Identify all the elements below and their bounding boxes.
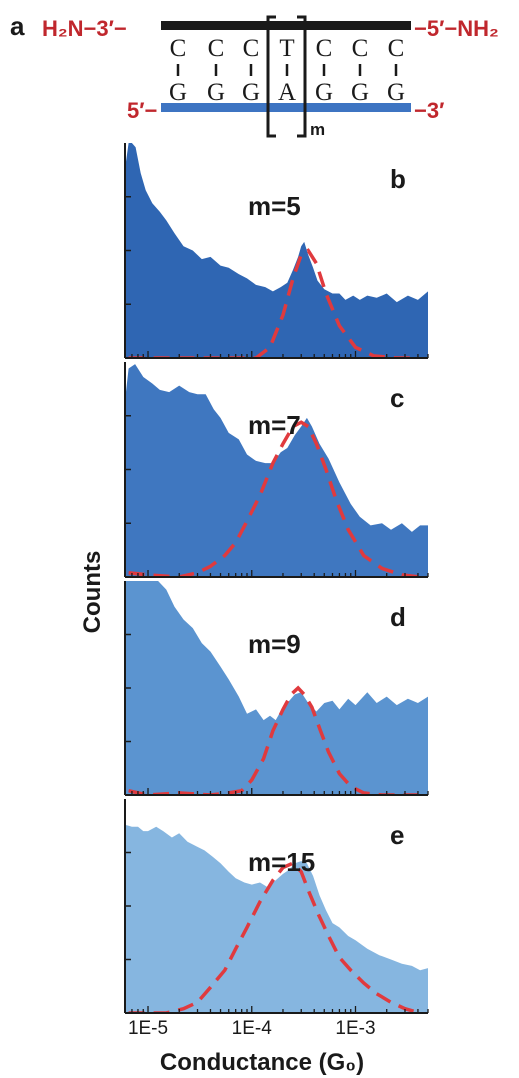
x-tick-label: 1E-4 (232, 1018, 273, 1039)
bottom-strand (161, 103, 411, 112)
bottom-left-end-label: 5′− (127, 98, 157, 123)
bottom-base: G (351, 79, 369, 106)
panel-label-c: c (390, 383, 404, 413)
panel-c: m=7 c (124, 362, 429, 578)
panel-b: m=5 b (124, 143, 429, 359)
bottom-base: G (387, 79, 405, 106)
x-tick-label: 1E-3 (335, 1018, 375, 1039)
top-strand (161, 21, 411, 30)
bottom-base: G (242, 79, 260, 106)
top-base: T (279, 35, 294, 62)
repeat-count-label: m=15 (248, 847, 315, 877)
repeat-count-label: m=7 (248, 410, 301, 440)
dna-schematic: a H₂N−3′− −5′−NH₂ 5′− −3′ CGCGCGTACGCGCG… (10, 11, 499, 139)
top-base: C (170, 35, 187, 62)
top-base: C (352, 35, 369, 62)
bottom-base: G (207, 79, 225, 106)
gaussian-fit (128, 861, 421, 1013)
histogram-area (125, 364, 428, 577)
gaussian-fit (128, 248, 418, 358)
panel-e: m=15 e (124, 799, 429, 1014)
panel-label-d: d (390, 602, 406, 632)
x-axis-title: Conductance (G₀) (160, 1049, 364, 1076)
repeat-count-label: m=9 (248, 629, 301, 659)
histogram-area (125, 143, 428, 358)
panel-d: m=9 d (124, 581, 429, 796)
bottom-right-end-label: −3′ (414, 98, 444, 123)
bottom-base: G (169, 79, 187, 106)
top-right-end-label: −5′−NH₂ (414, 16, 499, 41)
histogram-area (125, 824, 428, 1013)
bottom-base: G (315, 79, 333, 106)
histogram-panels: m=5 b m=7 c m=9 d m=15 e (124, 143, 429, 1014)
repeat-label: m (310, 120, 325, 139)
x-axis: 1E-5 1E-4 1E-3 (128, 1018, 376, 1039)
panel-label-b: b (390, 164, 406, 194)
top-base: C (388, 35, 405, 62)
panel-label-e: e (390, 820, 404, 850)
top-left-end-label: H₂N−3′− (42, 16, 127, 41)
top-base: C (208, 35, 225, 62)
y-axis-title: Counts (79, 551, 106, 634)
repeat-count-label: m=5 (248, 191, 301, 221)
bracket-left (266, 15, 276, 138)
histogram-area (125, 581, 428, 795)
top-base: C (243, 35, 260, 62)
gaussian-fit (128, 685, 418, 795)
x-tick-label: 1E-5 (128, 1018, 168, 1039)
gaussian-fit (128, 420, 421, 577)
top-base: C (316, 35, 333, 62)
bottom-base: A (278, 79, 296, 106)
panel-label-a: a (10, 11, 25, 41)
bracket-right (297, 15, 307, 138)
